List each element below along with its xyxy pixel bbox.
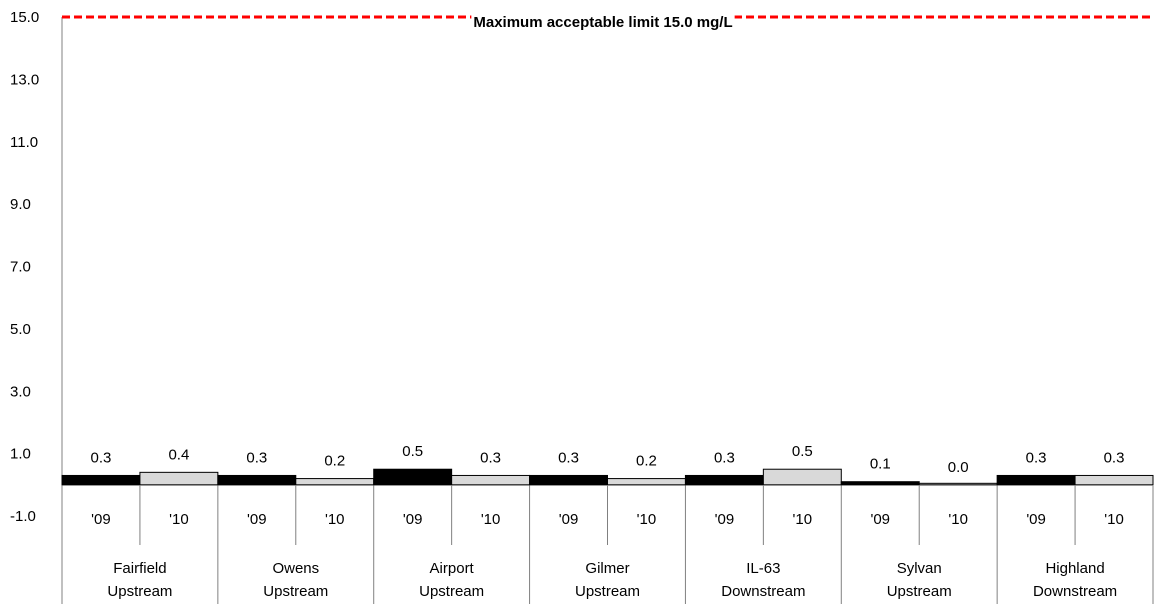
y-tick-label: 5.0 — [10, 321, 31, 338]
data-label: 0.3 — [1104, 449, 1125, 466]
data-label: 0.4 — [168, 446, 189, 463]
bar — [451, 474, 531, 486]
x-year-label: '09 — [91, 511, 111, 528]
x-year-label: '10 — [948, 511, 968, 528]
x-category-label: Owens — [272, 560, 319, 577]
x-year-label: '10 — [325, 511, 345, 528]
x-category-label: Upstream — [419, 583, 484, 600]
data-label: 0.3 — [558, 449, 579, 466]
y-tick-label: 13.0 — [10, 71, 39, 88]
data-label: 0.2 — [324, 453, 345, 470]
data-label: 0.1 — [870, 456, 891, 473]
x-category-label: Upstream — [263, 583, 328, 600]
bar — [373, 468, 453, 486]
y-tick-label: 7.0 — [10, 259, 31, 276]
x-year-label: '10 — [1104, 511, 1124, 528]
data-label: 0.3 — [246, 449, 267, 466]
data-label: 0.3 — [480, 449, 501, 466]
reference-label-background — [471, 14, 735, 31]
x-year-label: '10 — [481, 511, 501, 528]
x-year-label: '10 — [793, 511, 813, 528]
data-label: 0.2 — [636, 453, 657, 470]
x-category-label: Upstream — [107, 583, 172, 600]
x-category-label: Sylvan — [897, 560, 942, 577]
y-tick-label: 15.0 — [10, 9, 39, 26]
x-year-label: '09 — [403, 511, 423, 528]
data-label: 0.5 — [792, 443, 813, 460]
bar — [684, 474, 764, 486]
x-year-label: '09 — [715, 511, 735, 528]
y-tick-label: 3.0 — [10, 383, 31, 400]
x-category-label: Upstream — [575, 583, 640, 600]
data-label: 0.3 — [91, 449, 112, 466]
y-tick-label: 11.0 — [10, 134, 38, 151]
x-category-label: Downstream — [721, 583, 805, 600]
bar — [139, 471, 219, 486]
x-year-label: '09 — [247, 511, 267, 528]
x-year-label: '09 — [559, 511, 579, 528]
x-year-label: '09 — [1026, 511, 1046, 528]
bar — [762, 468, 842, 486]
x-category-label: Gilmer — [585, 560, 629, 577]
data-label: 0.0 — [948, 459, 969, 476]
x-category-label: Fairfield — [113, 560, 166, 577]
x-category-label: Downstream — [1033, 583, 1117, 600]
y-tick-label: -1.0 — [10, 508, 36, 525]
y-tick-label: 9.0 — [10, 196, 31, 213]
x-year-label: '09 — [870, 511, 890, 528]
x-year-label: '10 — [169, 511, 189, 528]
reference-line-label: Maximum acceptable limit 15.0 mg/L — [473, 14, 732, 31]
bar — [217, 474, 297, 486]
data-label: 0.5 — [402, 443, 423, 460]
data-label: 0.3 — [1026, 449, 1047, 466]
x-category-label: Upstream — [887, 583, 952, 600]
x-category-label: Highland — [1045, 560, 1104, 577]
bar — [295, 478, 375, 486]
bar — [996, 474, 1076, 486]
x-year-label: '10 — [637, 511, 657, 528]
bar — [840, 481, 920, 486]
bar — [61, 474, 141, 486]
x-category-label: Airport — [430, 560, 475, 577]
x-category-label: IL-63 — [746, 560, 780, 577]
bar — [1074, 474, 1154, 486]
bar — [607, 478, 686, 486]
data-label: 0.3 — [714, 449, 735, 466]
y-tick-label: 1.0 — [10, 446, 31, 463]
bar — [529, 474, 608, 486]
bar — [918, 482, 998, 486]
